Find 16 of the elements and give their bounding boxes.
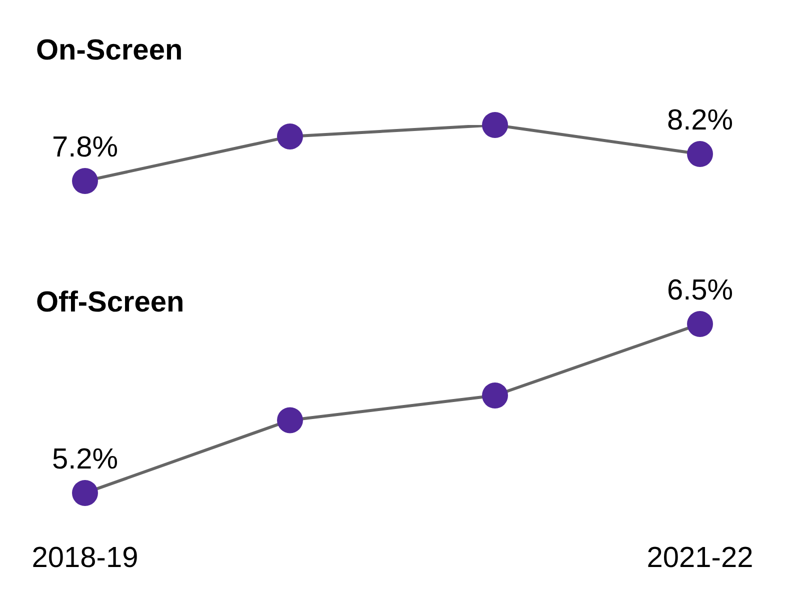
- chart-title: On-Screen: [36, 34, 183, 67]
- data-label: 8.2%: [666, 104, 734, 137]
- data-label: 6.5%: [666, 274, 734, 306]
- point: [687, 311, 713, 337]
- data-label: 7.8%: [52, 132, 118, 164]
- point: [687, 141, 713, 167]
- point: [72, 168, 98, 194]
- point: [277, 407, 303, 434]
- point: [277, 123, 303, 150]
- data-label: 5.2%: [52, 444, 118, 476]
- point: [72, 480, 98, 506]
- point: [482, 382, 508, 408]
- chart-title: Off-Screen: [36, 286, 184, 318]
- point: [482, 112, 508, 138]
- x-tick-label: 2018-19: [32, 542, 138, 574]
- x-tick-label: 2021-22: [646, 542, 754, 574]
